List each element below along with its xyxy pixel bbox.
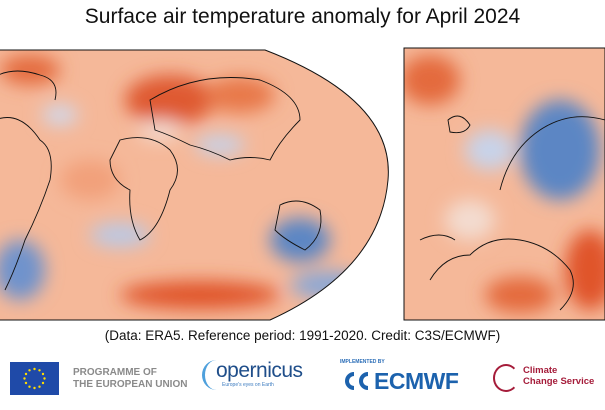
c3s-line-1: Climate [523, 365, 558, 376]
europe-map-border [403, 47, 605, 321]
c3s-line-2: Change Service [523, 376, 595, 387]
global-map [0, 50, 389, 320]
maps [0, 47, 605, 321]
ecmwf-mark-icon [345, 372, 369, 390]
eu-programme-text: PROGRAMME OF THE EUROPEAN UNION [73, 367, 187, 391]
copernicus-tagline: Europe's eyes on Earth [222, 382, 274, 388]
copernicus-name: opernicus [216, 359, 303, 382]
thermometer-icon [493, 364, 519, 392]
implemented-by-label: IMPLEMENTED BY [340, 359, 385, 365]
copernicus-logo: opernicus Europe's eyes on Earth [202, 359, 324, 390]
eu-line-1: PROGRAMME OF [73, 367, 157, 378]
copernicus-arc-icon [202, 360, 231, 390]
eu-line-2: THE EUROPEAN UNION [73, 379, 188, 390]
global-map-border [0, 49, 389, 321]
c3s-logo: Climate Change Service [523, 365, 594, 387]
page-title: Surface air temperature anomaly for Apri… [84, 5, 521, 28]
logo-strip: PROGRAMME OF THE EUROPEAN UNION opernicu… [0, 358, 605, 410]
ecmwf-name: ECMWF [374, 368, 459, 394]
credit-caption: (Data: ERA5. Reference period: 1991-2020… [104, 328, 501, 343]
europe-map [404, 48, 605, 320]
eu-flag-logo [10, 362, 59, 395]
